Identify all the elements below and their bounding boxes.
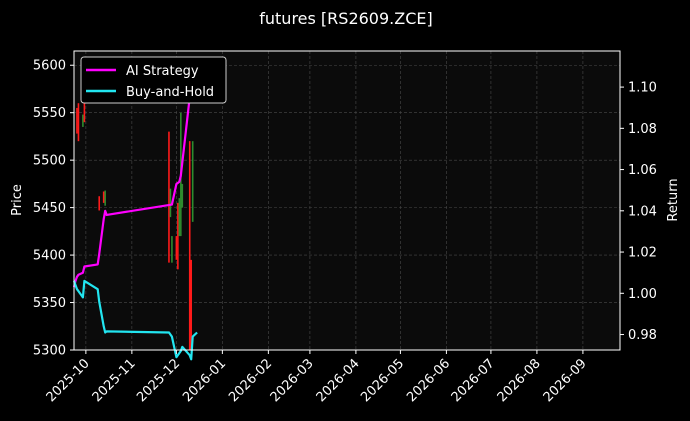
legend-box [80, 56, 227, 104]
left-axis: 5300 5350 5400 5450 5500 5550 5600 [33, 59, 74, 359]
right-axis: 0.98 1.00 1.02 1.04 1.06 1.08 1.10 [620, 81, 657, 343]
legend-label-buy-and-hold: Buy-and-Hold [126, 85, 214, 100]
left-tick-label: 5600 [33, 59, 66, 74]
right-axis-label: Return [666, 178, 681, 221]
chart-title: futures [RS2609.ZCE] [259, 9, 432, 28]
legend-label-ai-strategy: AI Strategy [126, 64, 199, 79]
series-line-buy-and-hold [72, 279, 198, 361]
right-tick-label: 1.10 [628, 81, 657, 96]
legend: AI Strategy Buy-and-Hold [80, 56, 227, 104]
right-tick-label: 1.02 [628, 246, 657, 261]
left-tick-label: 5500 [33, 154, 66, 169]
left-axis-label: Price [10, 184, 25, 216]
series-lines [72, 66, 198, 361]
left-tick-label: 5300 [33, 344, 66, 359]
plot-frame [73, 50, 621, 351]
right-tick-label: 1.08 [628, 122, 657, 137]
series-line-ai-strategy [72, 66, 193, 288]
left-tick-label: 5400 [33, 249, 66, 264]
right-tick-label: 1.04 [628, 204, 657, 219]
right-tick-label: 1.06 [628, 163, 657, 178]
right-tick-label: 0.98 [628, 328, 657, 343]
right-tick-label: 1.00 [628, 287, 657, 302]
left-tick-label: 5450 [33, 201, 66, 216]
left-tick-label: 5550 [33, 106, 66, 121]
plot-border [73, 50, 621, 351]
left-tick-label: 5350 [33, 296, 66, 311]
